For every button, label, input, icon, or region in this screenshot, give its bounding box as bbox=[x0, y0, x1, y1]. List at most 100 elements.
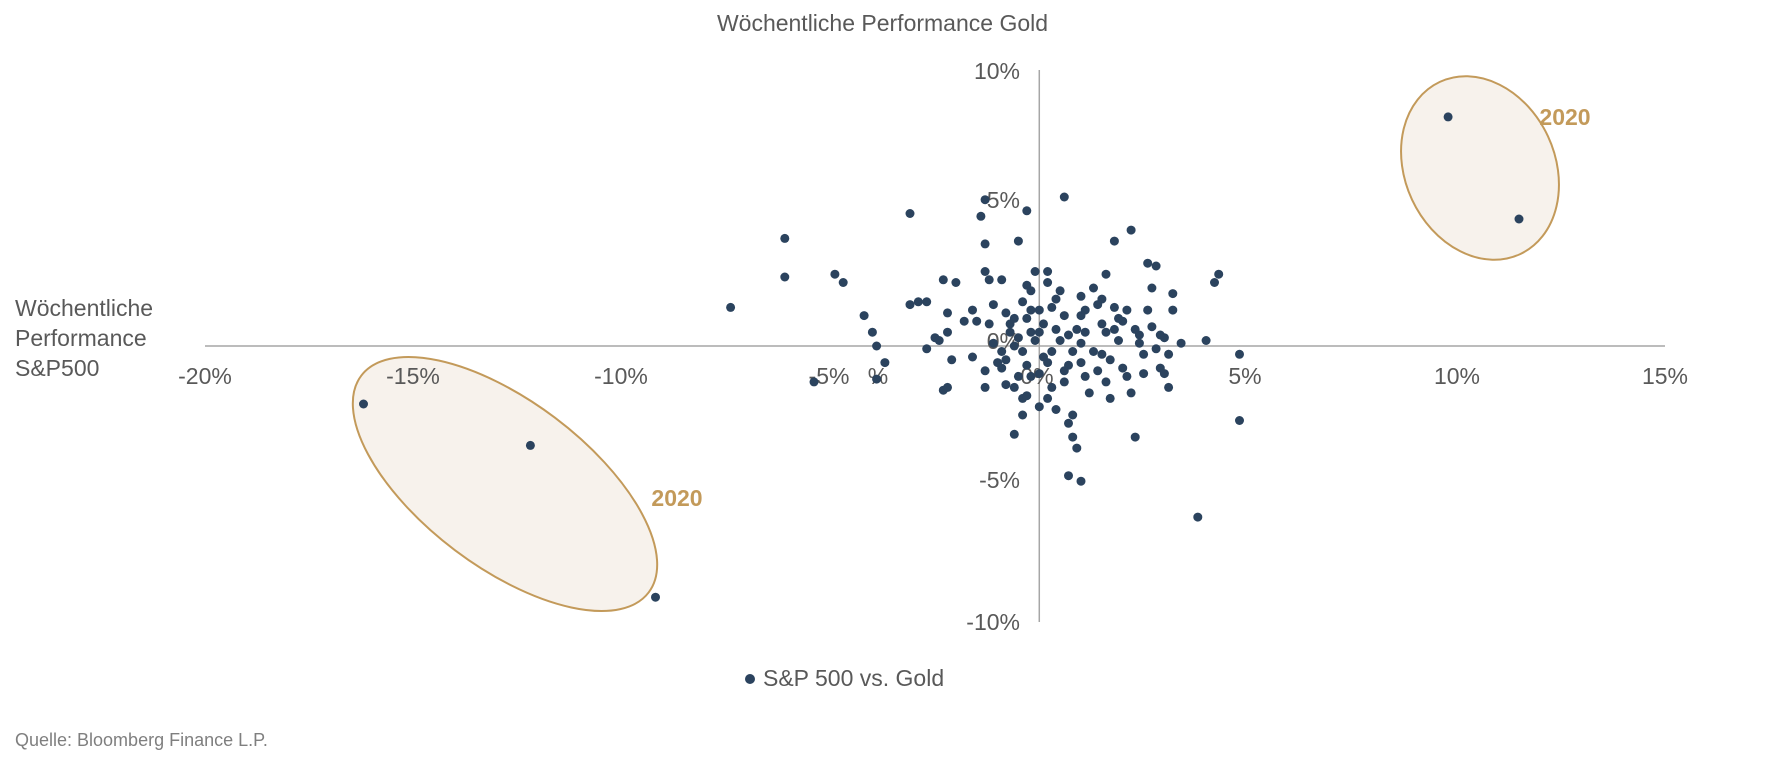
data-point bbox=[872, 374, 882, 384]
data-point bbox=[1080, 371, 1090, 381]
x-axis-title: Wöchentliche Performance S&P500 bbox=[15, 293, 185, 383]
data-point bbox=[905, 209, 915, 218]
data-point bbox=[980, 195, 990, 205]
data-point bbox=[1097, 349, 1107, 359]
data-point bbox=[938, 275, 948, 285]
data-point bbox=[1122, 305, 1132, 315]
data-point bbox=[1059, 366, 1069, 376]
data-point bbox=[922, 344, 932, 354]
data-point bbox=[859, 311, 869, 321]
data-point bbox=[1051, 324, 1061, 334]
data-point bbox=[943, 327, 952, 337]
data-point bbox=[1118, 363, 1128, 373]
data-point bbox=[1013, 371, 1023, 381]
data-point bbox=[1076, 338, 1086, 348]
highlight-ellipse-2 bbox=[1400, 75, 1560, 261]
data-point bbox=[993, 358, 1003, 368]
data-point bbox=[1168, 305, 1178, 315]
data-point bbox=[1059, 377, 1069, 387]
data-point bbox=[780, 272, 790, 282]
data-point bbox=[943, 308, 952, 318]
data-point bbox=[1001, 355, 1011, 365]
data-point bbox=[1051, 405, 1061, 414]
data-point bbox=[1034, 305, 1044, 315]
data-point bbox=[1176, 338, 1186, 348]
data-point bbox=[1022, 360, 1032, 370]
data-point bbox=[1443, 112, 1453, 122]
x-axis-title-line-3: S&P500 bbox=[15, 355, 100, 381]
data-point bbox=[1047, 302, 1057, 312]
data-point bbox=[1109, 236, 1119, 246]
data-point bbox=[809, 377, 819, 387]
data-point bbox=[1068, 410, 1078, 420]
data-point bbox=[1009, 429, 1019, 439]
data-point bbox=[1034, 402, 1044, 412]
data-point bbox=[1155, 330, 1165, 340]
x-tick-label: 15% bbox=[1642, 363, 1688, 389]
data-point bbox=[1034, 327, 1044, 337]
data-point bbox=[1147, 283, 1157, 293]
data-point bbox=[726, 302, 736, 312]
data-point bbox=[1055, 336, 1065, 345]
data-point bbox=[1084, 388, 1094, 398]
data-point bbox=[1089, 347, 1098, 356]
data-point bbox=[1114, 313, 1123, 323]
data-point bbox=[988, 300, 998, 310]
data-point bbox=[1013, 236, 1023, 246]
y-tick-label: 5% bbox=[987, 187, 1020, 213]
data-point bbox=[980, 267, 990, 276]
data-point bbox=[1018, 347, 1028, 356]
x-tick-label: 5% bbox=[1228, 363, 1261, 389]
data-point bbox=[1109, 324, 1119, 334]
y-axis-title: Wöchentliche Performance Gold bbox=[716, 10, 1049, 36]
data-point bbox=[943, 382, 952, 392]
data-point bbox=[997, 275, 1007, 285]
data-point bbox=[1059, 311, 1069, 321]
data-point bbox=[1022, 206, 1032, 216]
data-point bbox=[1159, 369, 1169, 379]
data-point bbox=[1030, 267, 1040, 276]
data-point bbox=[1151, 261, 1161, 271]
data-point bbox=[976, 211, 986, 221]
data-point bbox=[1126, 225, 1136, 235]
annotation-label-1: 2020 bbox=[651, 485, 702, 511]
x-tick-label: -20% bbox=[178, 363, 232, 389]
data-point bbox=[1072, 443, 1082, 453]
legend-label: S&P 500 vs. Gold bbox=[763, 665, 945, 691]
data-point bbox=[1039, 352, 1048, 362]
data-point bbox=[1001, 308, 1011, 318]
data-point bbox=[838, 278, 848, 287]
data-point bbox=[980, 239, 990, 249]
data-point bbox=[922, 297, 932, 307]
data-point bbox=[972, 316, 982, 326]
data-point bbox=[1143, 258, 1153, 268]
data-point bbox=[872, 341, 882, 351]
data-point bbox=[1051, 294, 1061, 304]
data-point bbox=[1147, 322, 1157, 332]
data-point bbox=[1130, 432, 1140, 442]
x-tick-label: -10% bbox=[594, 363, 648, 389]
data-point bbox=[1151, 344, 1161, 354]
data-point bbox=[1076, 358, 1086, 368]
data-point bbox=[1101, 269, 1111, 279]
data-point bbox=[1164, 349, 1174, 359]
data-point bbox=[1005, 327, 1015, 337]
data-point bbox=[959, 316, 969, 326]
data-point bbox=[651, 592, 660, 602]
data-point bbox=[1072, 324, 1082, 334]
data-point bbox=[1022, 313, 1032, 323]
data-point bbox=[1114, 336, 1123, 345]
data-point bbox=[1139, 349, 1149, 359]
annotation-label-2: 2020 bbox=[1539, 104, 1590, 130]
data-point bbox=[1097, 294, 1107, 304]
data-point bbox=[1139, 369, 1149, 379]
data-point bbox=[1201, 336, 1211, 345]
data-point bbox=[1080, 305, 1090, 315]
data-point bbox=[1018, 410, 1028, 420]
data-point bbox=[1034, 369, 1044, 379]
data-point bbox=[1068, 347, 1078, 356]
data-point bbox=[1126, 388, 1136, 398]
data-point bbox=[1013, 333, 1023, 343]
data-point bbox=[968, 305, 977, 315]
